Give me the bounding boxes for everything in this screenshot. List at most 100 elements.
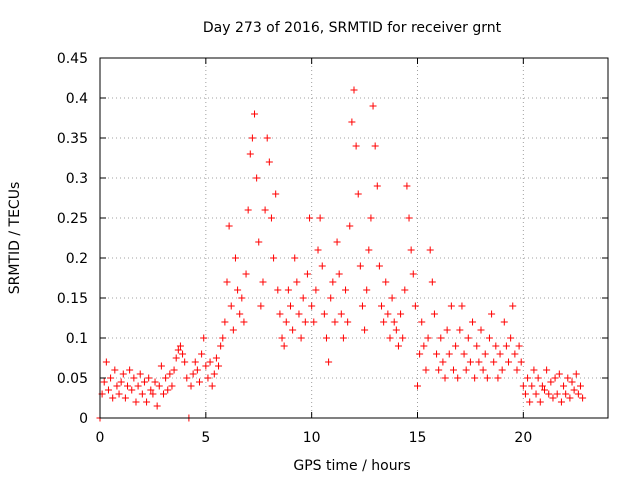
data-point [475, 358, 483, 366]
data-point [282, 318, 290, 326]
data-point [251, 110, 259, 118]
data-point [390, 318, 398, 326]
data-point [204, 374, 212, 382]
data-point [200, 334, 208, 342]
data-point [259, 278, 267, 286]
data-point [217, 342, 225, 350]
data-point [369, 102, 377, 110]
data-point [107, 374, 115, 382]
data-point [447, 302, 455, 310]
data-point [124, 382, 132, 390]
data-point [553, 390, 561, 398]
data-point [238, 294, 246, 302]
data-point [223, 278, 231, 286]
data-point [329, 278, 337, 286]
x-tick-label: 5 [201, 430, 210, 446]
data-point [483, 374, 491, 382]
data-point [310, 318, 318, 326]
data-point [543, 366, 551, 374]
data-point [136, 370, 144, 378]
y-tick-label: 0 [79, 411, 88, 427]
data-point [562, 390, 570, 398]
data-point [541, 386, 548, 394]
data-point [263, 134, 271, 142]
data-point [507, 334, 515, 342]
data-point [428, 278, 436, 286]
data-point [418, 318, 426, 326]
data-point [560, 382, 568, 390]
data-point [337, 310, 345, 318]
data-point [363, 286, 371, 294]
data-point [339, 334, 347, 342]
data-point [242, 270, 250, 278]
y-tick-label: 0.4 [66, 91, 88, 107]
data-point [138, 390, 146, 398]
data-point [172, 354, 180, 362]
data-point [193, 366, 201, 374]
data-point [189, 370, 197, 378]
data-point [394, 342, 402, 350]
data-point [433, 350, 441, 358]
data-point [111, 366, 119, 374]
data-point [287, 302, 294, 310]
data-point [303, 270, 311, 278]
data-point [348, 118, 356, 126]
data-point [490, 358, 498, 366]
data-point [365, 246, 373, 254]
data-point [174, 346, 182, 354]
data-point [505, 358, 513, 366]
data-point [291, 254, 299, 262]
x-tick-label: 15 [409, 430, 427, 446]
data-point [378, 302, 386, 310]
data-point [115, 390, 123, 398]
data-point [439, 358, 447, 366]
data-point [208, 382, 216, 390]
data-point [280, 342, 288, 350]
data-point [403, 182, 411, 190]
data-point [517, 358, 525, 366]
data-point [202, 362, 210, 370]
data-point [312, 286, 320, 294]
y-tick-label: 0.25 [57, 211, 88, 227]
data-point [356, 262, 364, 270]
data-point [464, 334, 472, 342]
data-point [524, 374, 532, 382]
data-point [469, 318, 477, 326]
data-point [401, 286, 409, 294]
data-point [545, 390, 553, 398]
data-point [513, 366, 521, 374]
data-point [325, 358, 333, 366]
data-point [407, 246, 415, 254]
data-point [456, 326, 464, 334]
data-point [443, 326, 451, 334]
y-axis-label: SRMTID / TECUs [7, 182, 23, 295]
data-point [289, 326, 297, 334]
data-point [265, 158, 273, 166]
data-point [117, 378, 125, 386]
data-point [270, 254, 278, 262]
data-point [267, 214, 275, 222]
data-point [168, 382, 176, 390]
data-point [399, 334, 407, 342]
data-point [420, 342, 428, 350]
data-point [320, 310, 328, 318]
data-point [555, 370, 563, 378]
data-point [162, 374, 170, 382]
data-point [477, 326, 485, 334]
data-point [155, 382, 163, 390]
data-point [445, 350, 453, 358]
chart-title: Day 273 of 2016, SRMTID for receiver grn… [203, 20, 502, 36]
data-point [134, 382, 142, 390]
data-point [231, 254, 239, 262]
data-point [530, 366, 538, 374]
data-point [422, 366, 430, 374]
data-point [234, 286, 242, 294]
data-point [549, 394, 557, 402]
data-point [388, 294, 396, 302]
data-point [346, 222, 354, 230]
data-point [102, 358, 110, 366]
data-point [405, 214, 413, 222]
data-point [534, 374, 542, 382]
data-point [219, 334, 227, 342]
data-point [284, 286, 292, 294]
